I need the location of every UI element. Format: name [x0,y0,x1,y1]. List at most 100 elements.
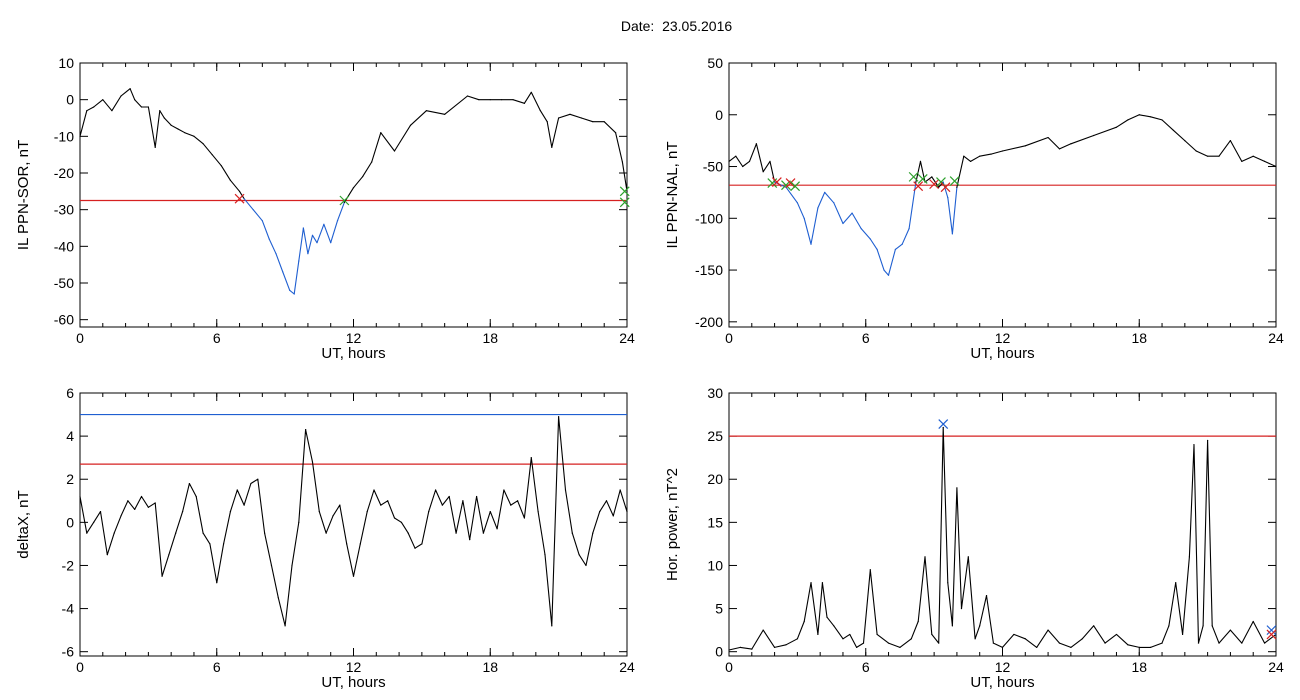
data-point [558,416,560,418]
data-point [1115,126,1118,128]
data-point [796,202,798,204]
data-point [942,181,944,183]
data-point [1207,155,1209,157]
x-tick-label: 18 [482,330,498,346]
data-point [769,160,771,162]
data-point [979,155,981,157]
data-point [339,504,341,506]
data-point [826,616,828,618]
data-point [343,201,345,203]
data-point [605,500,608,502]
data-point [503,489,505,491]
data-point [134,99,136,101]
data-point [325,532,327,534]
data-point [510,504,512,506]
x-tick-label: 0 [725,659,733,675]
data-point [762,629,764,631]
data-point [551,146,553,148]
x-tick-label: 12 [346,330,362,346]
data-point [478,99,480,101]
data-point [558,117,560,119]
data-point [302,227,304,229]
y-tick-label: 10 [707,557,723,573]
data-point [887,274,890,276]
data-point [1252,155,1254,157]
data-point [147,506,149,508]
data-point [264,532,266,534]
x-tick-label: 24 [619,330,635,346]
data-point [1024,145,1026,147]
data-point [161,575,163,577]
data-point [876,248,878,250]
y-tick-label: -60 [54,312,74,328]
data-point [387,500,389,502]
series-line [774,181,917,276]
data-point [755,143,757,145]
data-point [569,113,571,115]
data-point [523,517,526,519]
chart-header: Date: 23.05.2016 [0,18,1300,34]
data-point [195,495,197,498]
data-point [311,234,314,236]
x-marker [940,182,951,193]
y-axis-label: deltaX, nT [15,490,32,558]
chart-nal: 0 6 12 18 24 50 0 -50 -100 -150 -200 UT, hours IL PP… [664,55,1284,362]
data-point [243,198,245,200]
data-point [1138,114,1140,116]
data-point [523,102,526,104]
y-tick-label: -30 [54,202,74,218]
data-point [229,510,232,513]
data-point [1252,620,1254,623]
x-marker [913,181,924,192]
data-point [236,489,238,491]
data-point [188,482,190,485]
data-point [482,532,485,534]
data-point [86,532,88,534]
y-tick-label: -4 [62,601,75,617]
data-point [289,289,291,291]
data-point [833,202,835,204]
data-point [564,489,567,491]
data-point [298,521,300,523]
y-tick-label: 4 [66,428,74,444]
y-tick-label: -50 [54,275,74,291]
data-point [1241,642,1243,644]
data-point [307,253,309,255]
data-point [163,117,165,119]
data-point [428,510,430,513]
data-point [571,532,573,534]
plot-frame [728,62,1277,328]
x-axis-label: UT, hours [970,345,1034,362]
data-point [551,625,553,627]
data-point [803,620,805,623]
data-point [956,487,958,489]
data-point [275,253,277,255]
x-tick-label: 18 [1131,330,1147,346]
data-point [1127,119,1129,121]
data-point [1161,119,1163,121]
data-point [270,564,273,567]
y-tick-label: 50 [707,55,723,71]
data-point [79,135,81,137]
data-point [1229,629,1232,631]
series-line [956,114,1277,188]
data-point [1197,642,1200,644]
data-point [824,191,826,194]
y-tick-label: -40 [54,238,74,254]
data-point [407,532,409,534]
series-line [728,426,1277,651]
plot-frame [728,392,1277,657]
data-point [1001,646,1004,648]
data-point [887,642,890,644]
data-point [154,146,156,148]
y-tick-label: -10 [54,128,74,144]
data-point [1013,633,1015,636]
data-point [421,543,423,545]
data-point [414,547,416,549]
data-point [311,461,314,463]
x-marker [1266,629,1277,640]
data-point [810,243,812,245]
data-point [739,646,741,648]
data-point [466,95,469,97]
data-point [860,228,862,230]
